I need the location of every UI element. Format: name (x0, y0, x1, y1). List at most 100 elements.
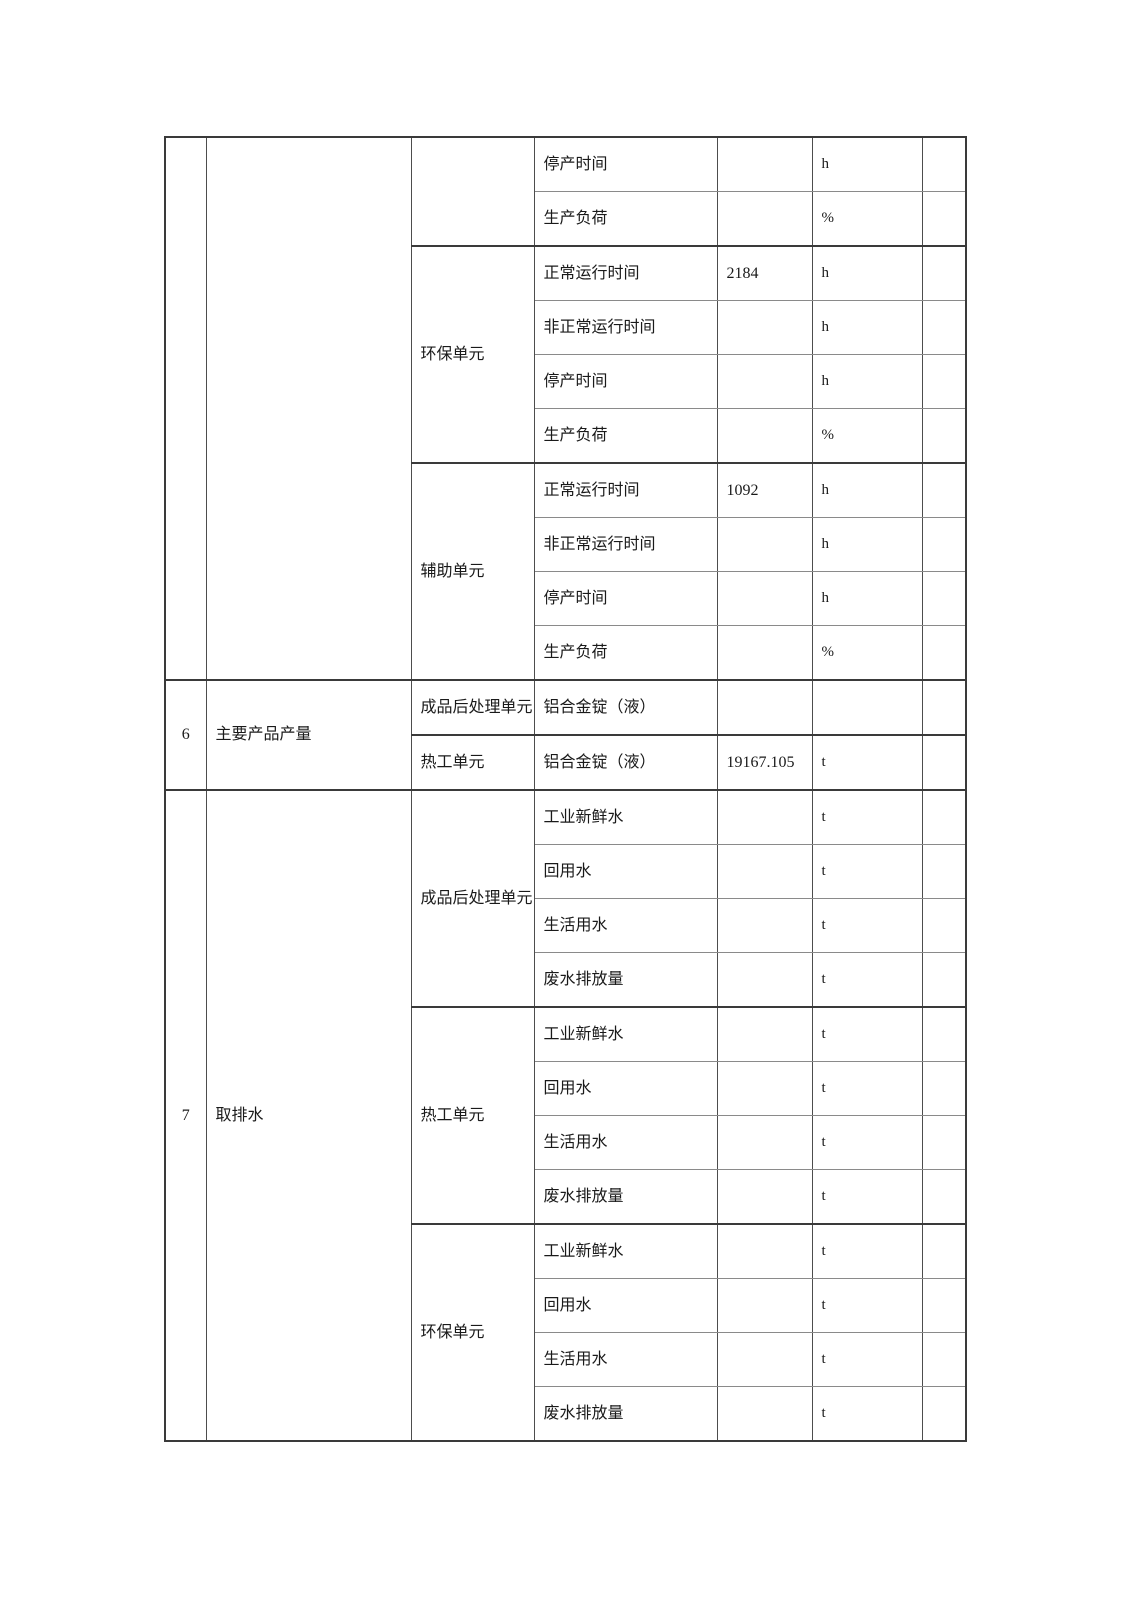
remark-cell (921, 1223, 967, 1279)
unit-group-cell: 成品后处理单元 (410, 679, 535, 736)
item-cell: 停产时间 (533, 136, 718, 192)
remark-cell (921, 245, 967, 301)
item-cell: 铝合金锭（液） (533, 679, 718, 736)
remark-cell (921, 679, 967, 736)
item-cell: 生产负荷 (533, 408, 718, 464)
item-cell: 停产时间 (533, 354, 718, 409)
remark-cell (921, 625, 967, 681)
measure-unit-cell: t (811, 1169, 923, 1225)
measure-unit-cell: h (811, 462, 923, 518)
remark-cell (921, 789, 967, 845)
remark-cell (921, 898, 967, 953)
value-cell (716, 1386, 813, 1442)
table-row: 生活用水 t (165, 1332, 967, 1387)
item-cell: 生活用水 (533, 1115, 718, 1170)
remark-cell (921, 1332, 967, 1387)
remark-cell (921, 354, 967, 409)
value-cell (716, 1115, 813, 1170)
item-cell: 废水排放量 (533, 1386, 718, 1442)
remark-cell (921, 1386, 967, 1442)
item-cell: 工业新鲜水 (533, 1223, 718, 1279)
remark-cell (921, 462, 967, 518)
row-number-cell: 6 (164, 679, 207, 791)
item-cell: 生产负荷 (533, 191, 718, 247)
measure-unit-cell: % (811, 625, 923, 681)
remark-cell (921, 734, 967, 791)
measure-unit-cell: t (811, 1061, 923, 1116)
item-cell: 生活用水 (533, 1332, 718, 1387)
measure-unit-cell: h (811, 136, 923, 192)
value-cell (716, 191, 813, 247)
value-cell (716, 354, 813, 409)
category-cell: 取排水 (205, 789, 412, 1442)
remark-cell (921, 408, 967, 464)
unit-group-cell (410, 136, 535, 247)
table-row: 非正常运行时间 h (165, 300, 967, 355)
unit-group-cell: 热工单元 (410, 1006, 535, 1225)
remark-cell (921, 1061, 967, 1116)
measure-unit-cell: t (811, 844, 923, 899)
table-row: 环保单元 正常运行时间 2184 h (165, 245, 967, 464)
value-cell (716, 679, 813, 736)
table-row: 停产时间 h (165, 571, 967, 626)
table-row: 停产时间 h (165, 354, 967, 409)
value-cell (716, 1278, 813, 1333)
table-row: 热工单元 铝合金锭（液） 19167.105 t (165, 734, 967, 791)
value-cell (716, 844, 813, 899)
category-cell (205, 136, 412, 681)
value-cell (716, 789, 813, 845)
row-number-cell: 7 (164, 789, 207, 1442)
remark-cell (921, 952, 967, 1008)
value-cell (716, 1169, 813, 1225)
item-cell: 回用水 (533, 1278, 718, 1333)
remark-cell (921, 571, 967, 626)
item-cell: 正常运行时间 (533, 245, 718, 301)
remark-cell (921, 1006, 967, 1062)
measure-unit-cell: t (811, 1006, 923, 1062)
value-cell: 1092 (716, 462, 813, 518)
item-cell: 停产时间 (533, 571, 718, 626)
remark-cell (921, 1115, 967, 1170)
unit-group-cell: 成品后处理单元 (410, 789, 535, 1008)
measure-unit-cell: t (811, 1115, 923, 1170)
table-row: 生产负荷 % (165, 625, 967, 681)
item-cell: 非正常运行时间 (533, 300, 718, 355)
remark-cell (921, 1169, 967, 1225)
item-cell: 生活用水 (533, 898, 718, 953)
value-cell (716, 517, 813, 572)
measure-unit-cell (811, 679, 923, 736)
item-cell: 工业新鲜水 (533, 789, 718, 845)
value-cell (716, 1223, 813, 1279)
item-cell: 铝合金锭（液） (533, 734, 718, 791)
measure-unit-cell: t (811, 1278, 923, 1333)
table-row: 生活用水 t (165, 1115, 967, 1170)
measure-unit-cell: h (811, 571, 923, 626)
row-number-cell (164, 136, 207, 681)
value-cell (716, 1061, 813, 1116)
item-cell: 回用水 (533, 844, 718, 899)
value-cell (716, 1332, 813, 1387)
unit-group-cell: 辅助单元 (410, 462, 535, 681)
table-row: 停产时间 h (164, 136, 967, 681)
item-cell: 废水排放量 (533, 952, 718, 1008)
measure-unit-cell: t (811, 1386, 923, 1442)
measure-unit-cell: t (811, 1332, 923, 1387)
remark-cell (921, 1278, 967, 1333)
table-row: 回用水 t (165, 1278, 967, 1333)
measure-unit-cell: % (811, 191, 923, 247)
item-cell: 正常运行时间 (533, 462, 718, 518)
unit-group-cell: 环保单元 (410, 245, 535, 464)
value-cell (716, 136, 813, 192)
category-cell: 主要产品产量 (205, 679, 412, 791)
table-row: 6 主要产品产量 成品后处理单元 铝合金锭（液） (164, 679, 967, 791)
item-cell: 回用水 (533, 1061, 718, 1116)
value-cell (716, 571, 813, 626)
remark-cell (921, 517, 967, 572)
value-cell (716, 408, 813, 464)
remark-cell (921, 191, 967, 247)
table-row: 回用水 t (165, 844, 967, 899)
remark-cell (921, 300, 967, 355)
value-cell (716, 1006, 813, 1062)
table-row: 废水排放量 t (165, 1169, 967, 1225)
measure-unit-cell: h (811, 300, 923, 355)
